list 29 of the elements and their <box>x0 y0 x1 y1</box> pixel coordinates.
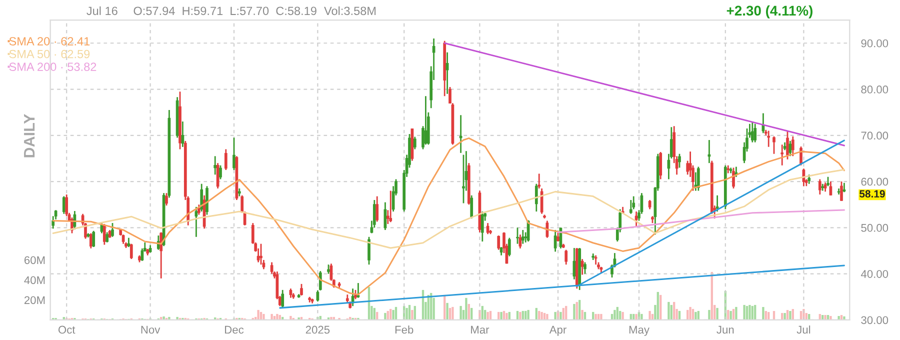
legend-label: SMA 50 · 62.59 <box>9 50 90 58</box>
text: +2.30 (4.11%) <box>726 5 812 18</box>
y2-tick-label: 60M <box>24 256 45 264</box>
text: O:57.94 H:59.71 L:57.70 C:58.19 <box>134 6 316 16</box>
legend-label: SMA 20 · 62.41 <box>9 37 90 46</box>
x-tick-label: Oct <box>58 326 76 334</box>
y-tick-label: 90.00 <box>861 39 888 48</box>
x-tick-label: Jul <box>796 325 810 334</box>
y-tick-label: 60.00 <box>861 178 888 186</box>
y-tick-label: 30.00 <box>861 316 888 324</box>
x-tick-label: 2025 <box>306 326 330 334</box>
y-tick-label: 80.00 <box>861 86 888 94</box>
x-tick-label: May <box>629 326 650 336</box>
text: DAILY <box>24 114 35 158</box>
legend-label: SMA 200 · 53.82 <box>9 62 96 71</box>
y-tick-label: 50.00 <box>861 224 888 232</box>
x-tick-label: Mar <box>471 326 490 334</box>
text: Jul 16 <box>86 6 118 16</box>
x-tick-label: Nov <box>141 326 160 334</box>
y-tick-label: 70.00 <box>861 132 888 140</box>
x-tick-label: Apr <box>549 326 566 336</box>
annotation: 58.19 <box>860 190 885 198</box>
y2-tick-label: 20M <box>24 296 45 304</box>
x-tick-label: Feb <box>395 325 414 334</box>
x-tick-label: Jun <box>716 326 734 334</box>
text: Vol:3.58M <box>324 6 376 16</box>
x-tick-label: Dec <box>225 326 244 334</box>
y-tick-label: 40.00 <box>860 270 888 278</box>
y2-tick-label: 40M <box>24 276 45 284</box>
